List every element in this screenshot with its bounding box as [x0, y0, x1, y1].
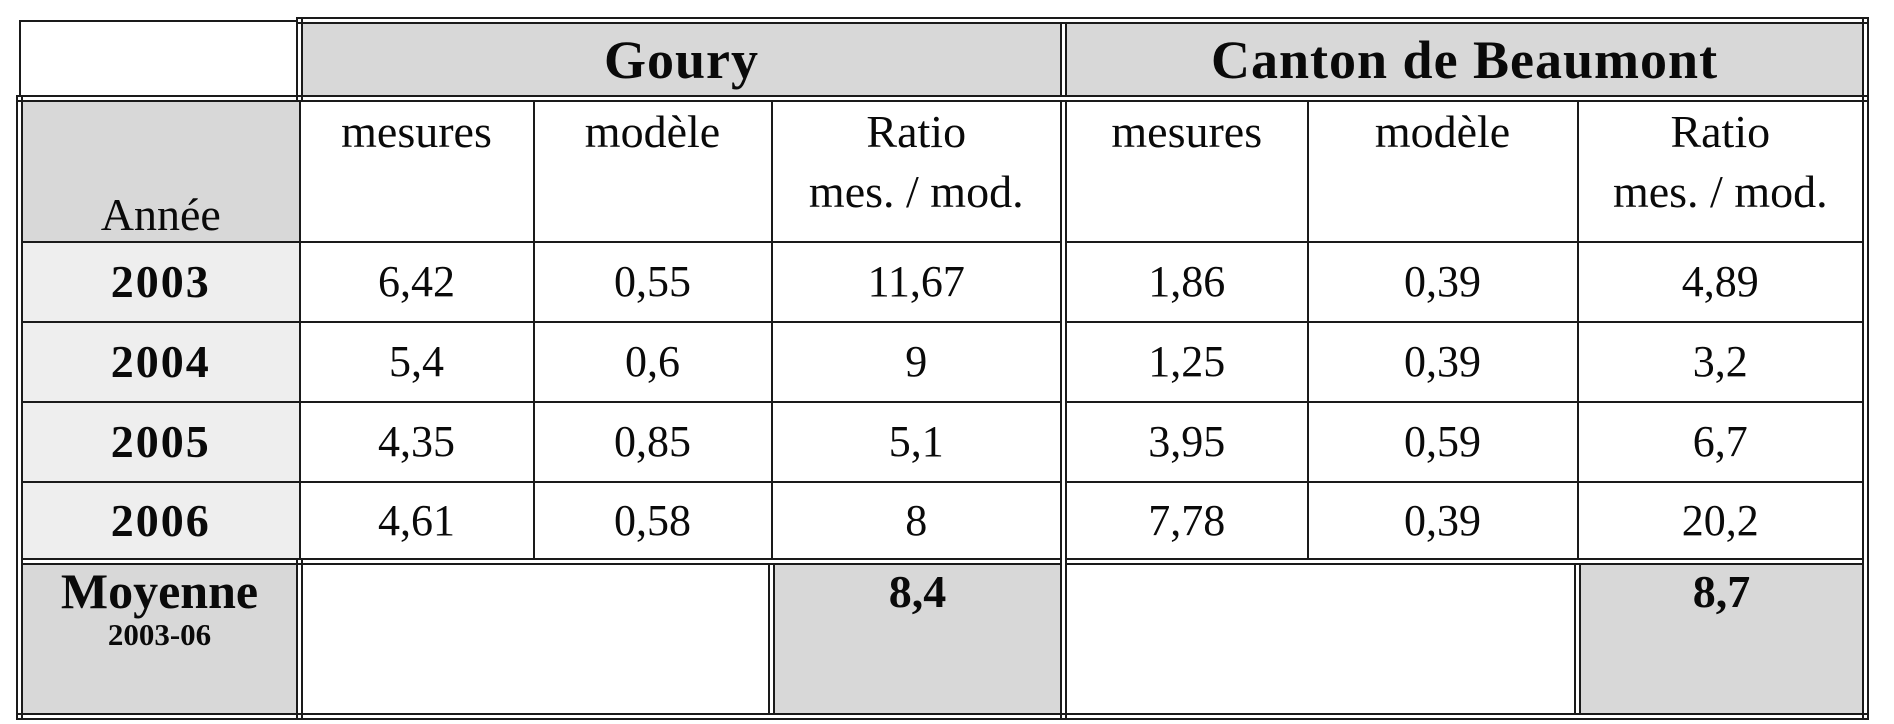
column-header-row: Année mesures modèle Ratio mes. / mod. m…	[16, 95, 1870, 243]
table-row-2004: 2004 5,4 0,6 9 1,25 0,39 3,2	[16, 320, 1870, 403]
ratio-header-line2: mes. / mod.	[808, 165, 1024, 217]
moyenne-ratio-goury: 8,4	[767, 558, 1068, 720]
cell-goury-ratio: 11,67	[770, 240, 1065, 323]
cell-goury-mesures: 4,35	[298, 400, 535, 483]
moyenne-label: Moyenne	[60, 563, 259, 619]
cell-goury-ratio: 9	[770, 320, 1065, 403]
corner-cell	[18, 19, 301, 100]
ratio-table: Goury Canton de Beaumont Année mesures m…	[16, 17, 1870, 720]
header-goury-modele: modèle	[532, 95, 773, 243]
header-canton-mesures: mesures	[1060, 95, 1309, 243]
cell-canton-ratio: 20,2	[1576, 480, 1870, 563]
group-header-goury: Goury	[295, 17, 1065, 102]
cell-canton-modele: 0,39	[1306, 320, 1579, 403]
year-label: 2004	[16, 320, 301, 403]
year-label: 2003	[16, 240, 301, 323]
group-header-row: Goury Canton de Beaumont	[18, 17, 1870, 102]
moyenne-empty-canton	[1060, 558, 1579, 720]
header-goury-ratio: Ratio mes. / mod.	[770, 95, 1065, 243]
moyenne-label-cell: Moyenne 2003-06	[16, 558, 303, 720]
cell-canton-ratio: 6,7	[1576, 400, 1870, 483]
cell-canton-ratio: 4,89	[1576, 240, 1870, 323]
year-label: 2005	[16, 400, 301, 483]
ratio-header-line1: Ratio	[1670, 106, 1771, 157]
cell-goury-mesures: 6,42	[298, 240, 535, 323]
table-row-2005: 2005 4,35 0,85 5,1 3,95 0,59 6,7	[16, 400, 1870, 483]
cell-canton-modele: 0,59	[1306, 400, 1579, 483]
cell-canton-modele: 0,39	[1306, 240, 1579, 323]
header-goury-mesures: mesures	[298, 95, 535, 243]
moyenne-empty-goury	[298, 558, 773, 720]
header-canton-modele: modèle	[1306, 95, 1579, 243]
table-row-2003: 2003 6,42 0,55 11,67 1,86 0,39 4,89	[16, 240, 1870, 323]
group-header-canton: Canton de Beaumont	[1060, 17, 1870, 102]
cell-canton-mesures: 3,95	[1060, 400, 1309, 483]
cell-canton-modele: 0,39	[1306, 480, 1579, 563]
cell-goury-modele: 0,58	[532, 480, 773, 563]
header-canton-ratio: Ratio mes. / mod.	[1576, 95, 1870, 243]
ratio-header-line1: Ratio	[866, 106, 967, 157]
table-row-2006: 2006 4,61 0,58 8 7,78 0,39 20,2	[16, 480, 1870, 563]
cell-goury-modele: 0,55	[532, 240, 773, 323]
year-column-header: Année	[16, 95, 301, 243]
cell-canton-ratio: 3,2	[1576, 320, 1870, 403]
cell-canton-mesures: 1,25	[1060, 320, 1309, 403]
cell-goury-mesures: 4,61	[298, 480, 535, 563]
summary-row: Moyenne 2003-06 8,4 8,7	[16, 558, 1870, 720]
cell-goury-modele: 0,85	[532, 400, 773, 483]
cell-canton-mesures: 7,78	[1060, 480, 1309, 563]
cell-goury-ratio: 8	[770, 480, 1065, 563]
ratio-header-line2: mes. / mod.	[1612, 165, 1828, 217]
moyenne-period-label: 2003-06	[107, 616, 212, 652]
year-label: 2006	[16, 480, 301, 563]
cell-goury-mesures: 5,4	[298, 320, 535, 403]
cell-goury-ratio: 5,1	[770, 400, 1065, 483]
cell-goury-modele: 0,6	[532, 320, 773, 403]
cell-canton-mesures: 1,86	[1060, 240, 1309, 323]
moyenne-ratio-canton: 8,7	[1574, 558, 1870, 720]
